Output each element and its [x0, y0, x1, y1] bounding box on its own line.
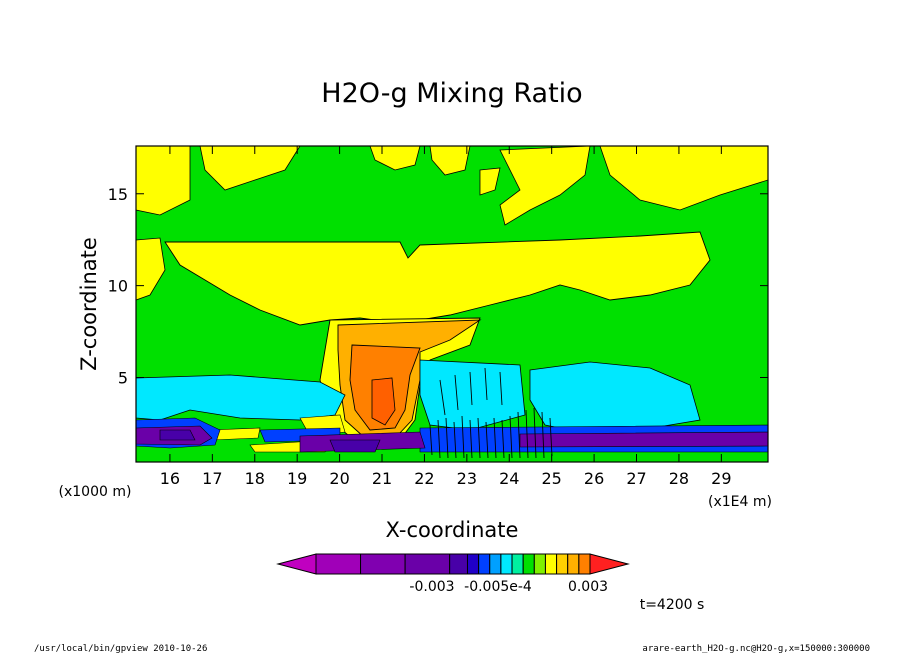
colorbar-min-arrow: [276, 553, 317, 575]
y-axis-unit: (x1000 m): [59, 484, 132, 500]
x-tick-label: 18: [245, 469, 265, 488]
x-tick-label: 22: [414, 469, 434, 488]
anvil-region: [164, 231, 711, 326]
colorbar-bin: [578, 553, 591, 575]
x-axis-label: X-coordinate: [386, 518, 519, 542]
colorbar-label-3: 0.003: [568, 579, 608, 595]
colorbar-bin: [522, 553, 535, 575]
colorbar-bin: [315, 553, 362, 575]
colorbar-label-2: -0.005e-4: [464, 579, 532, 595]
x-tick-label: 25: [541, 469, 561, 488]
surface-negative-deep: [159, 429, 381, 453]
x-tick-label: 21: [372, 469, 392, 488]
colorbar-bin: [449, 553, 468, 575]
y-tick-label: 10: [108, 277, 128, 296]
x-tick-label: 23: [457, 469, 477, 488]
upper-positive-regions: [135, 145, 769, 301]
colorbar-bin: [533, 553, 546, 575]
colorbar-bin: [500, 553, 513, 575]
footer-right: arare-earth_H2O-g.nc@H2O-g,x=150000:3000…: [642, 644, 870, 654]
oscillation-contours: [429, 367, 553, 459]
colorbar-bin: [511, 553, 524, 575]
x-tick-label: 19: [287, 469, 307, 488]
colorbar-bin: [489, 553, 502, 575]
x-tick-label: 20: [329, 469, 349, 488]
colorbar-bin: [478, 553, 491, 575]
time-label: t=4200 s: [640, 597, 705, 613]
footer-left: /usr/local/bin/gpview 2010-10-26: [34, 644, 207, 654]
x-tick-label: 29: [711, 469, 731, 488]
colorbar-bin: [466, 553, 480, 575]
x-tick-label: 28: [669, 469, 689, 488]
x-axis-unit: (x1E4 m): [708, 494, 772, 510]
colorbar-max-arrow: [589, 553, 630, 575]
x-tick-label: 17: [202, 469, 222, 488]
lower-negative-low: [135, 359, 701, 433]
colorbar: [276, 553, 630, 575]
x-tick-label: 16: [160, 469, 180, 488]
colorbar-bin: [360, 553, 406, 575]
chart-title: H2O-g Mixing Ratio: [321, 78, 582, 109]
colorbar-bin: [556, 553, 569, 575]
x-tick-label: 27: [626, 469, 646, 488]
column-core: [371, 377, 396, 426]
colorbar-bin: [404, 553, 451, 575]
x-tick-label: 26: [584, 469, 604, 488]
colorbar-label-1: -0.003: [409, 579, 454, 595]
plot-frame: [135, 145, 769, 463]
x-tick-label: 24: [499, 469, 519, 488]
y-tick-label: 15: [108, 185, 128, 204]
x-axis: 16 17 18 19 20 21 22 23 24 25 26 27 28 29: [160, 146, 732, 488]
plot-area: [135, 145, 769, 463]
y-axis: 5 10 15: [108, 185, 768, 387]
y-axis-label: Z-coordinate: [77, 237, 101, 371]
colorbar-bin: [567, 553, 580, 575]
colorbar-bin: [544, 553, 558, 575]
y-tick-label: 5: [118, 368, 128, 387]
